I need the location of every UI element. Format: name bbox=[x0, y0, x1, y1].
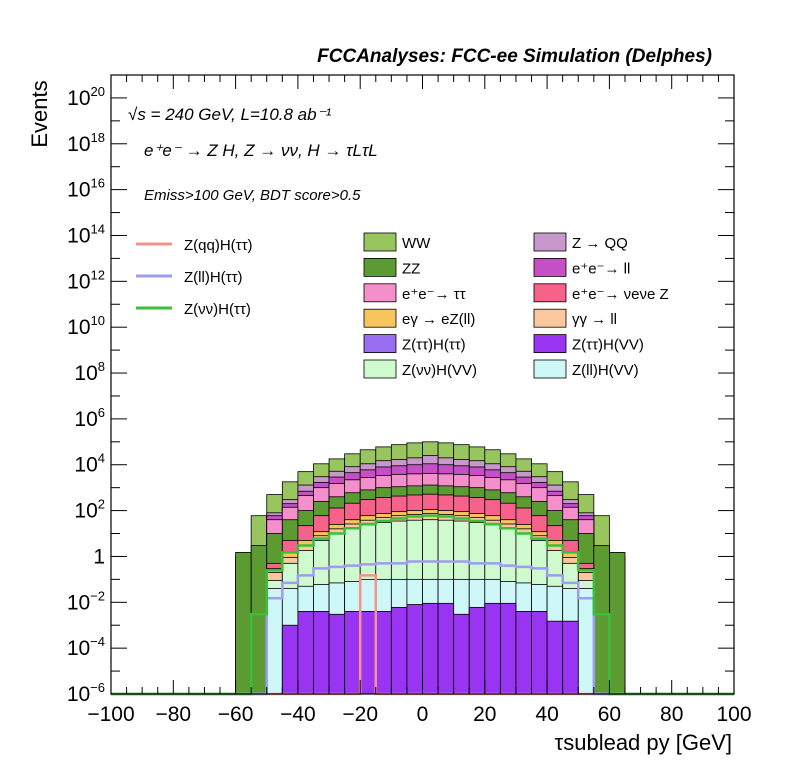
x-tick-label: 0 bbox=[417, 703, 429, 726]
histogram-bar bbox=[437, 602, 455, 695]
histogram-bar bbox=[406, 604, 423, 695]
x-tick-label: 60 bbox=[598, 703, 621, 726]
histogram-bar bbox=[531, 611, 548, 695]
legend-line-label: Z(qq)H(ττ) bbox=[184, 237, 253, 254]
histogram-bar bbox=[609, 552, 626, 695]
legend-box-label: Z(νν)H(VV) bbox=[402, 362, 477, 379]
annotation-energy-lumi: √s = 240 GeV, L=10.8 ab⁻¹ bbox=[128, 105, 332, 124]
x-tick-label: −20 bbox=[342, 703, 378, 726]
histogram-bar bbox=[235, 552, 252, 695]
histogram-bar bbox=[468, 606, 486, 695]
legend-box-swatch bbox=[363, 257, 397, 277]
legend-box-label: ZZ bbox=[402, 260, 420, 277]
y-tick-label: 1014 bbox=[67, 221, 105, 247]
x-tick-label: −60 bbox=[218, 703, 254, 726]
y-tick-label: 1010 bbox=[67, 313, 105, 339]
y-tick-label: 10−2 bbox=[67, 588, 105, 614]
y-tick-label: 108 bbox=[74, 359, 105, 385]
x-tick-label: 80 bbox=[660, 703, 683, 726]
annotation-process: e⁺e⁻ → Z H, Z → νν, H → τLτL bbox=[144, 141, 378, 160]
histogram-bar bbox=[422, 602, 439, 695]
x-axis-label: τsublead py [GeV] bbox=[555, 730, 732, 755]
axis-ticks bbox=[110, 74, 735, 695]
histogram-bar bbox=[313, 611, 330, 695]
legend-box-swatch bbox=[533, 334, 567, 354]
histogram-bar bbox=[250, 545, 268, 695]
legend-box-swatch bbox=[533, 232, 567, 252]
legend-box-swatch bbox=[363, 334, 397, 354]
x-tick-label: −100 bbox=[87, 703, 134, 726]
legend-line-label: Z(ll)H(ττ) bbox=[184, 269, 243, 286]
y-tick-label: 1018 bbox=[67, 130, 105, 156]
legend-box-label: e⁺e⁻→ ll bbox=[572, 260, 630, 277]
y-tick-label: 1012 bbox=[67, 267, 105, 293]
histogram-bar bbox=[593, 545, 610, 695]
legend-box-label: Z(ll)H(VV) bbox=[572, 362, 639, 379]
histogram-bar bbox=[344, 611, 361, 695]
x-tick-label: −80 bbox=[155, 703, 191, 726]
x-tick-label: −40 bbox=[280, 703, 316, 726]
legend-box-label: γγ → ll bbox=[572, 311, 617, 328]
histogram-bar bbox=[359, 611, 377, 695]
legend-box-swatch bbox=[533, 308, 567, 328]
legend-box-swatch bbox=[363, 308, 397, 328]
y-tick-label: 10−6 bbox=[67, 680, 105, 706]
histogram-bar bbox=[390, 606, 408, 695]
y-tick-label: 106 bbox=[74, 405, 105, 431]
legend-box-label: WW bbox=[402, 235, 431, 252]
legend-box-label: e⁺e⁻→ ττ bbox=[402, 286, 466, 303]
y-tick-label: 104 bbox=[74, 451, 105, 477]
legend-box-swatch bbox=[363, 359, 397, 379]
legend-box-swatch bbox=[533, 283, 567, 303]
histogram-bar bbox=[453, 613, 470, 695]
legend-box-swatch bbox=[363, 232, 397, 252]
stack-layer-10 bbox=[281, 602, 579, 695]
x-tick-label: 20 bbox=[473, 703, 496, 726]
legend-box-swatch bbox=[533, 359, 567, 379]
annotation-cuts: Emiss>100 GeV, BDT score>0.5 bbox=[144, 187, 361, 204]
chart-title: FCCAnalyses: FCC-ee Simulation (Delphes) bbox=[317, 46, 712, 67]
legend-box-label: Z(ττ)H(VV) bbox=[572, 337, 644, 354]
legend-box-swatch bbox=[533, 257, 567, 277]
legend-line-label: Z(νν)H(ττ) bbox=[184, 301, 251, 318]
histogram-bar bbox=[577, 588, 595, 695]
histogram-bar bbox=[375, 611, 392, 695]
histogram-bar bbox=[515, 611, 532, 695]
legend-box-label: eγ → eZ(ll) bbox=[402, 311, 475, 328]
x-tick-labels: −100 −80 −60 −40 −20 0 20 40 60 80 100 bbox=[87, 703, 751, 726]
histogram-bar bbox=[484, 602, 501, 695]
histogram-bar bbox=[562, 620, 579, 695]
legend-box-label: Z(ττ)H(ττ) bbox=[402, 337, 466, 354]
legend: Z(qq)H(ττ) Z(ll)H(ττ) Z(νν)H(ττ) WW ZZ e⁺e⁻→ … bbox=[136, 232, 669, 379]
histogram-bar bbox=[281, 624, 299, 695]
x-tick-label: 40 bbox=[535, 703, 558, 726]
y-tick-label: 1 bbox=[93, 545, 105, 568]
histogram-bar bbox=[546, 620, 564, 695]
overlay-line-2 bbox=[111, 514, 734, 696]
histogram-bar bbox=[297, 611, 314, 695]
legend-box-swatch bbox=[363, 283, 397, 303]
y-tick-label: 102 bbox=[74, 497, 105, 523]
x-tick-label: 100 bbox=[716, 703, 751, 726]
histogram-bar bbox=[266, 588, 283, 695]
histogram-bar bbox=[499, 602, 517, 695]
y-tick-labels: 10−6 10−4 10−2 1 102 104 106 108 1010 1012 1014 101… bbox=[67, 84, 105, 706]
legend-box-label: Z → QQ bbox=[572, 235, 628, 252]
y-tick-label: 1020 bbox=[67, 84, 105, 110]
y-tick-label: 10−4 bbox=[67, 634, 105, 660]
legend-box-label: e⁺e⁻→ νeνe Z bbox=[572, 286, 669, 303]
y-axis-label: Events bbox=[27, 80, 52, 147]
y-tick-label: 1016 bbox=[67, 176, 105, 202]
histogram-bar bbox=[328, 613, 346, 695]
